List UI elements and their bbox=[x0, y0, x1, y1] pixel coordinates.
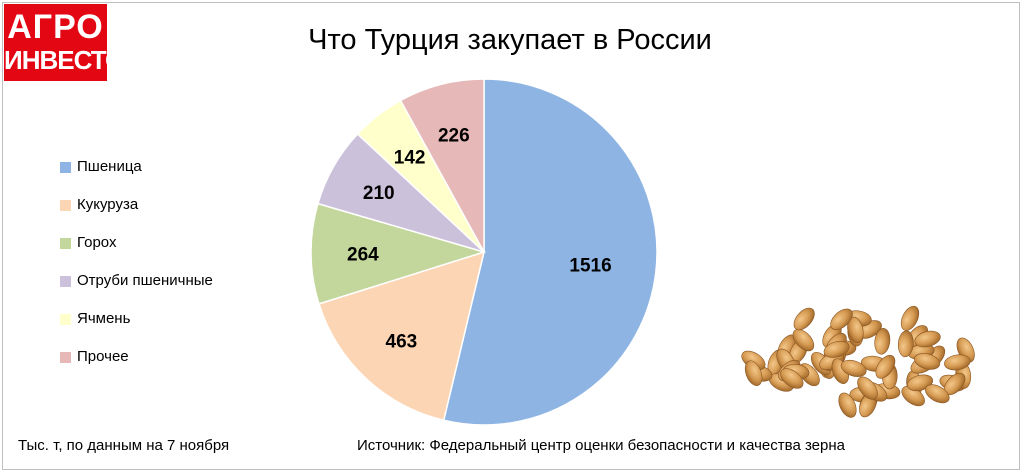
data-label: 1516 bbox=[569, 256, 611, 277]
legend-label: Горох bbox=[77, 234, 117, 251]
pie-slice bbox=[318, 250, 486, 422]
legend-label: Пшеница bbox=[77, 158, 142, 175]
legend-swatch bbox=[60, 352, 71, 363]
pie-slice bbox=[442, 78, 658, 426]
legend-label: Прочее bbox=[77, 348, 129, 365]
chart-title: Что Турция закупает в России bbox=[308, 24, 712, 56]
legend-swatch bbox=[60, 200, 71, 211]
legend-item: Горох bbox=[60, 234, 213, 272]
units-note: Тыс. т, по данным на 7 ноября bbox=[18, 437, 230, 454]
legend-item: Отруби пшеничные bbox=[60, 272, 213, 310]
legend-item: Пшеница bbox=[60, 158, 213, 196]
source-note: Источник: Федеральный центр оценки безоп… bbox=[357, 437, 845, 454]
legend-swatch bbox=[60, 276, 71, 287]
data-label: 142 bbox=[394, 147, 426, 168]
legend-swatch bbox=[60, 314, 71, 325]
data-label: 463 bbox=[386, 332, 418, 353]
legend-swatch bbox=[60, 238, 71, 249]
legend-item: Кукуруза bbox=[60, 196, 213, 234]
legend-label: Кукуруза bbox=[77, 196, 139, 213]
chart-legend: Пшеница Кукуруза Горох Отруби пшеничные Ячме… bbox=[60, 158, 213, 386]
legend-item: Ячмень bbox=[60, 310, 213, 348]
legend-item: Прочее bbox=[60, 348, 213, 386]
legend-swatch bbox=[60, 162, 71, 173]
pie-slice bbox=[399, 78, 485, 253]
data-label: 264 bbox=[347, 244, 379, 265]
data-label: 226 bbox=[438, 126, 470, 147]
data-label: 210 bbox=[363, 183, 395, 204]
logo-line-1: АГРО bbox=[7, 8, 104, 46]
legend-label: Ячмень bbox=[77, 310, 131, 327]
wheat-grains-icon bbox=[741, 305, 975, 418]
legend-label: Отруби пшеничные bbox=[77, 272, 213, 289]
pie-slice bbox=[310, 202, 487, 305]
